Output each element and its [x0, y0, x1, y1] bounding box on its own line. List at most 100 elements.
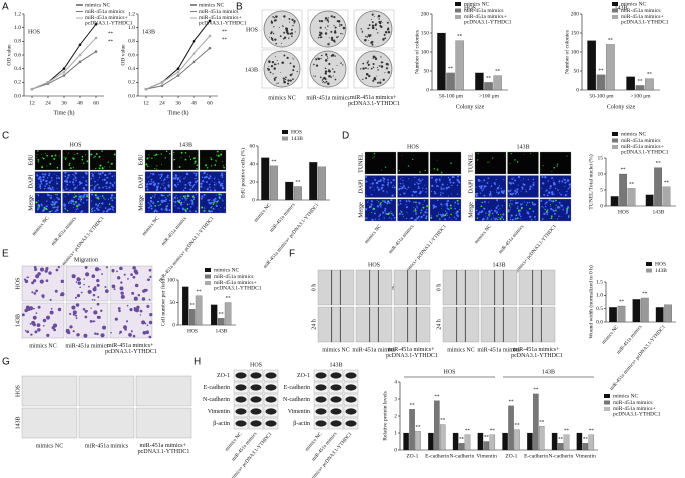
image-speck	[146, 165, 149, 167]
image-speck	[405, 206, 408, 209]
image-speck	[37, 305, 41, 309]
image-speck	[82, 195, 85, 197]
image-speck	[444, 214, 447, 217]
y-tick-label: 0.4	[128, 66, 135, 72]
image-speck	[410, 216, 414, 220]
image-speck	[543, 212, 546, 216]
image-speck	[105, 182, 108, 185]
image-speck	[450, 207, 452, 210]
bar	[217, 318, 225, 326]
x-tick-label: Vimentin	[476, 453, 497, 459]
image-speck	[514, 189, 517, 192]
image-speck	[551, 199, 553, 201]
image-speck	[389, 212, 391, 214]
image-speck	[37, 193, 39, 196]
image-speck	[391, 218, 393, 220]
image-speck	[110, 196, 113, 199]
y-tick-label: 1.0	[14, 25, 21, 31]
row-label: Merge	[28, 195, 34, 211]
image-speck	[510, 193, 514, 196]
image-speck	[95, 153, 98, 155]
image-speck	[103, 197, 105, 199]
colony-dot	[328, 37, 330, 39]
image-speck	[79, 286, 81, 289]
annotation: **	[664, 181, 670, 186]
panel-letter: H	[194, 357, 201, 368]
colony-dot	[362, 67, 365, 70]
image-speck	[445, 212, 448, 215]
image-speck	[186, 203, 189, 206]
group-label: HOS	[69, 142, 81, 148]
image-speck	[36, 156, 38, 158]
image-speck	[430, 216, 433, 219]
image-speck	[148, 181, 150, 183]
image-speck	[456, 193, 459, 195]
image-speck	[152, 202, 155, 205]
image-speck	[88, 285, 90, 288]
image-speck	[82, 187, 85, 190]
image-speck	[96, 183, 99, 186]
blot-band	[250, 420, 262, 427]
image-speck	[108, 186, 111, 189]
image-speck	[184, 195, 187, 197]
image-speck	[220, 206, 222, 209]
colony-dot	[314, 75, 316, 77]
image-speck	[27, 276, 30, 279]
row-label: 143B	[15, 314, 21, 327]
image-speck	[194, 160, 197, 163]
image-speck	[81, 155, 84, 158]
colony-dot	[380, 79, 382, 81]
image-speck	[72, 178, 75, 181]
bar	[502, 432, 508, 451]
image-speck	[491, 212, 494, 215]
image-speck	[145, 185, 148, 188]
image-speck	[221, 151, 223, 152]
image-speck	[498, 216, 500, 219]
bar	[434, 400, 440, 451]
image-speck	[416, 206, 418, 208]
image-speck	[408, 178, 410, 180]
image-speck	[392, 178, 395, 182]
colony-dot	[384, 72, 386, 74]
row-label: DAPI	[358, 179, 364, 193]
image-speck	[98, 186, 101, 189]
image-speck	[420, 215, 423, 219]
image-speck	[507, 209, 510, 212]
image-speck	[24, 329, 27, 332]
image-speck	[558, 206, 561, 209]
image-speck	[70, 167, 72, 170]
image-speck	[31, 281, 35, 285]
image-speck	[401, 186, 404, 190]
image-speck	[514, 217, 517, 220]
image-speck	[168, 185, 170, 187]
image-speck	[76, 152, 78, 155]
image-speck	[208, 210, 210, 212]
image-speck	[399, 202, 402, 205]
image-speck	[157, 200, 159, 203]
image-speck	[113, 175, 115, 177]
image-speck	[105, 186, 108, 188]
image-speck	[448, 208, 450, 211]
colony-dot	[378, 20, 381, 24]
image-speck	[120, 294, 125, 299]
image-speck	[96, 197, 98, 199]
image-speck	[213, 184, 216, 186]
annotation: **	[457, 35, 463, 40]
image-speck	[420, 180, 422, 182]
image-speck	[388, 201, 391, 204]
blot-band	[330, 372, 342, 379]
y-axis-label: Number of colonies	[563, 30, 570, 74]
image-speck	[514, 159, 516, 161]
image-speck	[178, 199, 181, 202]
colony-dot	[276, 59, 278, 61]
x-tick-label: mimics NC	[602, 324, 621, 345]
image-speck	[417, 207, 419, 209]
legend-label: miR-451a mimics+ pcDNA3.1-YTHDC1	[199, 15, 247, 27]
image-speck	[24, 279, 29, 284]
image-speck	[95, 196, 97, 198]
image-speck	[504, 200, 506, 202]
colony-dot	[320, 58, 322, 60]
image-speck	[493, 182, 496, 185]
blot-band	[265, 420, 277, 427]
image-speck	[373, 152, 376, 155]
